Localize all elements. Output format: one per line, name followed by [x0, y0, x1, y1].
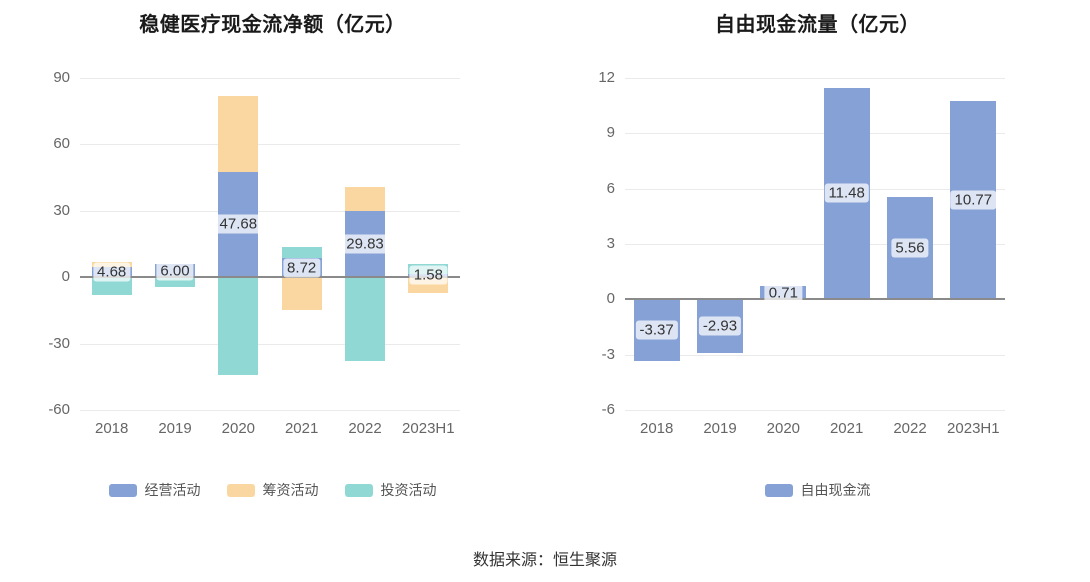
y-axis-tick-label: 90 [53, 69, 70, 86]
data-source: 数据来源：恒生聚源 [472, 552, 617, 569]
chart-title: 自由现金流量（亿元） [715, 14, 920, 36]
y-axis-tick-label: -6 [601, 401, 615, 418]
legend-label: 筹资活动 [262, 482, 319, 498]
bar-value-label: 1.58 [409, 265, 447, 285]
cashflow-net-chart-panel: 稳健医疗现金流净额（亿元） 90 60 30 0 -30 -60 2018 2019 2020 2… [0, 0, 545, 535]
legend-label: 自由现金流 [800, 482, 871, 498]
zero-axis-line [80, 276, 460, 279]
grid-line [625, 410, 1005, 411]
bar-value-label: 4.68 [93, 262, 131, 282]
x-axis-tick-label: 2023H1 [402, 420, 455, 437]
y-axis-tick-label: 6 [606, 179, 615, 197]
y-axis-tick-label: 30 [53, 201, 70, 219]
bar-value-label: 47.68 [215, 214, 262, 234]
x-axis-tick-label: 2022 [893, 420, 927, 437]
free-cashflow-chart-panel: 自由现金流量（亿元） 12 9 6 3 0 -3 -6 2018 2019 2020 2021 202… [545, 0, 1090, 535]
y-axis-tick-label: 60 [53, 135, 70, 153]
x-axis-tick-label: 2020 [221, 420, 256, 437]
legend: 经营活动 筹资活动 投资活动 [0, 480, 545, 500]
bar-value-label: 29.83 [342, 234, 388, 254]
bar-value-label: 0.71 [764, 283, 802, 303]
grid-line [80, 410, 460, 411]
bar-value-label: 10.77 [950, 190, 997, 210]
grid-line [625, 188, 1005, 190]
x-axis-tick-label: 2022 [348, 420, 382, 437]
plot-area: 90 60 30 0 -30 -60 2018 2019 2020 2021 2022 2023H1 4… [48, 69, 460, 437]
grid-line [80, 343, 460, 345]
grid-line [80, 144, 460, 146]
bar-investing-2022 [345, 277, 385, 362]
grid-line [80, 210, 460, 212]
chart-title: 稳健医疗现金流净额（亿元） [139, 14, 406, 36]
bar-investing-2020 [218, 277, 259, 375]
legend-marker [764, 483, 793, 497]
x-axis-tick-label: 2019 [703, 420, 737, 437]
grid-line [625, 354, 1005, 356]
bar-value-label: 5.56 [891, 238, 929, 258]
legend-item-free-cashflow: 自由现金流 [764, 480, 871, 500]
y-axis-tick-label: -30 [48, 334, 70, 352]
y-axis-tick-label: 0 [606, 290, 615, 308]
bar-value-label: -2.93 [698, 316, 742, 336]
legend: 自由现金流 [545, 480, 1090, 500]
x-axis-tick-label: 2019 [158, 420, 192, 437]
y-axis-tick-label: 3 [606, 235, 615, 252]
zero-axis-line [625, 298, 1005, 301]
legend-marker [108, 483, 137, 497]
bar-value-label: 6.00 [156, 261, 194, 281]
bar-financing-2020 [218, 96, 259, 172]
legend-marker [226, 483, 255, 497]
y-axis-tick-label: 0 [61, 268, 70, 286]
bar-value-label: 11.48 [824, 183, 869, 203]
legend-marker [344, 483, 373, 497]
x-axis-tick-label: 2021 [284, 420, 319, 437]
grid-line [625, 133, 1005, 135]
x-axis-tick-label: 2023H1 [947, 420, 1000, 437]
bar-financing-2022 [345, 186, 385, 212]
bar-value-label: -3.37 [635, 320, 678, 340]
bar-financing-2021 [281, 277, 322, 311]
legend-label: 经营活动 [144, 482, 201, 498]
grid-line [80, 78, 460, 79]
legend-item-financing: 筹资活动 [226, 480, 319, 500]
x-axis-tick-label: 2018 [639, 420, 674, 437]
bar-value-label: 8.72 [283, 258, 321, 278]
legend-item-investing: 投资活动 [344, 480, 437, 500]
y-axis-tick-label: -3 [601, 345, 615, 363]
bar-investing-2018 [91, 277, 132, 295]
legend-label: 投资活动 [380, 482, 437, 498]
grid-line [625, 244, 1005, 245]
x-axis-tick-label: 2020 [766, 420, 801, 437]
y-axis-tick-label: 9 [606, 124, 615, 142]
grid-line [625, 78, 1005, 79]
plot-area: 12 9 6 3 0 -3 -6 2018 2019 2020 2021 2022 2023H1 -3.3… [598, 69, 1005, 437]
y-axis-tick-label: -60 [48, 401, 70, 418]
y-axis-tick-label: 12 [598, 69, 615, 86]
x-axis-tick-label: 2021 [829, 420, 864, 437]
legend-item-operating: 经营活动 [108, 480, 201, 500]
x-axis-tick-label: 2018 [94, 420, 129, 437]
bar-investing-2019 [155, 277, 195, 288]
bar-investing-2021 [281, 246, 322, 258]
